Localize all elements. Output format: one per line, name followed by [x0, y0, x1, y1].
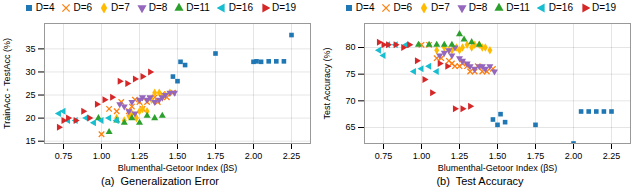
svg-text:70: 70	[345, 96, 355, 106]
svg-text:1.00: 1.00	[413, 151, 431, 161]
svg-text:75: 75	[345, 69, 355, 79]
svg-text:2.25: 2.25	[603, 151, 621, 161]
html-text:(a) Generalization Error: (a) Generalization Error	[101, 175, 219, 187]
svg-text:2.00: 2.00	[565, 151, 583, 161]
html-text:D=4: D=4	[35, 2, 55, 13]
svg-text:35: 35	[25, 44, 35, 54]
svg-text:Blumenthal-Getoor Index (βS): Blumenthal-Getoor Index (βS)	[118, 163, 238, 173]
svg-text:30: 30	[25, 67, 35, 77]
html-text:D=6: D=6	[73, 2, 93, 13]
svg-text:80: 80	[345, 42, 355, 52]
html-text:D=19: D=19	[592, 2, 617, 13]
html-text:D=16: D=16	[228, 2, 253, 13]
svg-text:2.25: 2.25	[283, 151, 301, 161]
html-text:D=19: D=19	[272, 2, 297, 13]
svg-text:1.75: 1.75	[527, 151, 545, 161]
svg-text:0.75: 0.75	[375, 151, 393, 161]
svg-text:65: 65	[345, 122, 355, 132]
svg-text:1.50: 1.50	[489, 151, 507, 161]
html-text:D=11: D=11	[506, 2, 530, 13]
svg-text:15: 15	[25, 136, 35, 146]
svg-text:Blumenthal-Getoor Index (βS): Blumenthal-Getoor Index (βS)	[438, 163, 558, 173]
svg-text:TrainAcc - TestAcc (%): TrainAcc - TestAcc (%)	[2, 38, 12, 129]
svg-text:0.75: 0.75	[55, 151, 73, 161]
svg-text:1.25: 1.25	[451, 151, 469, 161]
svg-text:2.00: 2.00	[245, 151, 263, 161]
html-text:D=8: D=8	[148, 2, 168, 13]
html-text:D=4: D=4	[355, 2, 375, 13]
html-text:D=7: D=7	[431, 2, 450, 13]
html-text:D=7: D=7	[111, 2, 130, 13]
svg-text:1.50: 1.50	[169, 151, 187, 161]
html-text:D=16: D=16	[548, 2, 573, 13]
html-text:D=6: D=6	[393, 2, 413, 13]
svg-text:1.00: 1.00	[93, 151, 111, 161]
svg-text:Test Accuracy (%): Test Accuracy (%)	[322, 47, 332, 119]
svg-text:1.75: 1.75	[207, 151, 225, 161]
html-text:D=11: D=11	[186, 2, 210, 13]
html-text:D=8: D=8	[468, 2, 488, 13]
svg-text:1.25: 1.25	[131, 151, 149, 161]
html-text:(b) Test Accuracy: (b) Test Accuracy	[436, 175, 524, 187]
svg-text:20: 20	[25, 113, 35, 123]
svg-text:25: 25	[25, 90, 35, 100]
